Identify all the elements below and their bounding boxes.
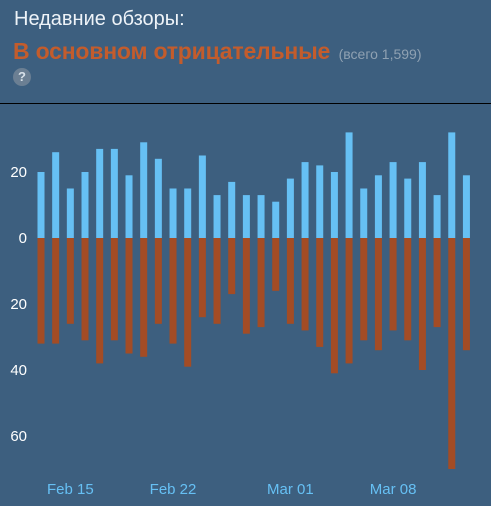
negative-bar[interactable]: [462, 238, 470, 351]
negative-bar[interactable]: [228, 238, 236, 295]
positive-bar[interactable]: [389, 162, 397, 238]
positive-bar[interactable]: [184, 188, 192, 239]
negative-bar[interactable]: [286, 238, 294, 324]
recent-reviews-label: Недавние обзоры:: [14, 8, 185, 30]
positive-bar[interactable]: [404, 178, 412, 238]
negative-bar[interactable]: [360, 238, 368, 341]
negative-bar[interactable]: [257, 238, 265, 328]
positive-bar[interactable]: [110, 148, 118, 238]
positive-bar[interactable]: [213, 195, 221, 238]
negative-bar[interactable]: [66, 238, 74, 324]
positive-bar[interactable]: [52, 152, 60, 238]
negative-bar[interactable]: [418, 238, 426, 370]
positive-bar[interactable]: [462, 175, 470, 238]
positive-bar[interactable]: [286, 178, 294, 238]
y-tick-label: 20: [10, 296, 27, 313]
negative-bar[interactable]: [433, 238, 441, 328]
negative-bar[interactable]: [198, 238, 206, 318]
x-tick-label: Feb 22: [150, 481, 197, 498]
negative-bar[interactable]: [345, 238, 353, 364]
review-summary[interactable]: В основном отрицательные: [13, 38, 331, 64]
negative-bar[interactable]: [448, 238, 456, 469]
positive-bar[interactable]: [433, 195, 441, 238]
negative-bar[interactable]: [96, 238, 104, 364]
question-icon[interactable]: ?: [13, 68, 31, 86]
y-tick-label: 40: [10, 362, 27, 379]
positive-bar[interactable]: [316, 165, 324, 238]
positive-bar[interactable]: [140, 142, 148, 238]
negative-bar[interactable]: [404, 238, 412, 341]
negative-bar[interactable]: [169, 238, 177, 344]
positive-bar[interactable]: [330, 172, 338, 238]
positive-bar[interactable]: [418, 162, 426, 238]
negative-bar[interactable]: [272, 238, 280, 291]
negative-bar[interactable]: [316, 238, 324, 347]
negative-bar[interactable]: [330, 238, 338, 374]
positive-bar[interactable]: [66, 188, 74, 239]
positive-bar[interactable]: [242, 195, 250, 238]
positive-bar[interactable]: [374, 175, 382, 238]
negative-bar[interactable]: [389, 238, 397, 331]
positive-bar[interactable]: [257, 195, 265, 238]
positive-bar[interactable]: [169, 188, 177, 239]
y-tick-label: 60: [10, 428, 27, 445]
positive-bar[interactable]: [228, 181, 236, 238]
positive-bar[interactable]: [96, 148, 104, 238]
positive-bar[interactable]: [345, 132, 353, 238]
negative-bar[interactable]: [213, 238, 221, 324]
positive-bar[interactable]: [81, 172, 89, 238]
positive-bar[interactable]: [198, 155, 206, 239]
positive-bar[interactable]: [154, 158, 162, 238]
positive-bar[interactable]: [125, 175, 133, 238]
negative-bar[interactable]: [301, 238, 309, 331]
negative-bar[interactable]: [125, 238, 133, 354]
positive-bar[interactable]: [37, 172, 45, 238]
positive-bar[interactable]: [448, 132, 456, 238]
positive-bar[interactable]: [272, 201, 280, 238]
divider: [0, 103, 491, 104]
negative-bar[interactable]: [110, 238, 118, 341]
negative-bar[interactable]: [184, 238, 192, 367]
negative-bar[interactable]: [81, 238, 89, 341]
positive-bar[interactable]: [360, 188, 368, 239]
negative-bar[interactable]: [37, 238, 45, 344]
negative-bar[interactable]: [242, 238, 250, 334]
negative-bar[interactable]: [52, 238, 60, 344]
positive-bar[interactable]: [301, 162, 309, 238]
negative-bar[interactable]: [374, 238, 382, 351]
review-summary-row: В основном отрицательные (всего 1,599): [13, 38, 422, 65]
negative-bar[interactable]: [140, 238, 148, 357]
y-tick-label: 0: [19, 230, 27, 247]
x-tick-label: Feb 15: [47, 481, 94, 498]
review-count: (всего 1,599): [338, 46, 422, 62]
negative-bar[interactable]: [154, 238, 162, 324]
x-tick-label: Mar 01: [267, 481, 314, 498]
y-tick-label: 20: [10, 164, 27, 181]
x-tick-label: Mar 08: [370, 481, 417, 498]
